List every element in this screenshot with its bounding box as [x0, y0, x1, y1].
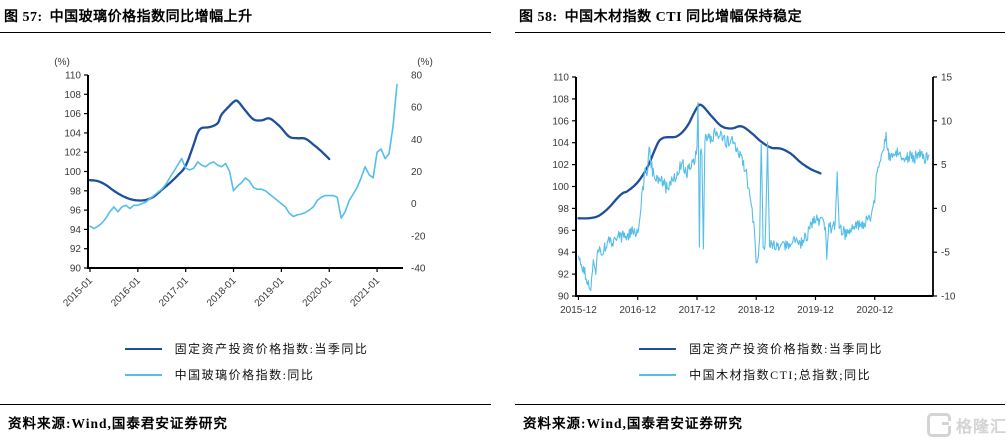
svg-text:100: 100 [552, 182, 569, 193]
divider [0, 32, 491, 34]
svg-text:90: 90 [558, 292, 570, 303]
svg-text:20: 20 [411, 167, 423, 178]
svg-text:108: 108 [552, 94, 569, 105]
svg-text:2018-01: 2018-01 [205, 275, 239, 309]
legend-item: 中国玻璃价格指数:同比 [124, 366, 315, 383]
svg-text:110: 110 [65, 71, 81, 82]
svg-text:98: 98 [558, 204, 570, 215]
legend-item-label: 中国玻璃价格指数:同比 [174, 368, 315, 383]
figure-57-panel: 图 57: 中国玻璃价格指数同比增幅上升 110 108 106 104 102 100 98… [0, 0, 493, 448]
divider [515, 32, 1005, 34]
figure-58-title: 图 58: 中国木材指数 CTI 同比增幅保持稳定 [519, 6, 802, 26]
svg-text:2015-12: 2015-12 [560, 305, 597, 316]
svg-text:(%): (%) [417, 57, 433, 68]
svg-text:60: 60 [411, 103, 423, 114]
svg-text:96: 96 [558, 226, 570, 237]
svg-text:10: 10 [941, 116, 953, 127]
legend-line-swatch [639, 347, 677, 350]
svg-text:15: 15 [941, 73, 953, 84]
legend-line-swatch [124, 347, 162, 350]
svg-text:104: 104 [64, 128, 81, 139]
legend-item: 中国木材指数CTI;总指数;同比 [639, 366, 871, 383]
timber-index-chart-canvas: 110 108 106 104 102 100 98 96 94 92 90 15 10 5 0 -5 -10 2… [552, 73, 956, 317]
legend-item-label: 固定资产投资价格指数:当季同比 [174, 342, 369, 357]
svg-text:-5: -5 [941, 248, 950, 259]
svg-text:2019-12: 2019-12 [797, 305, 834, 316]
svg-text:(%): (%) [54, 57, 70, 68]
svg-text:92: 92 [558, 270, 570, 281]
timber-chart-legend: 固定资产投资价格指数:当季同比 中国木材指数CTI;总指数;同比 [515, 337, 1007, 383]
svg-text:2017-12: 2017-12 [679, 305, 716, 316]
legend-line-swatch [124, 373, 162, 376]
svg-text:80: 80 [411, 71, 423, 82]
svg-text:-10: -10 [941, 292, 956, 303]
figure-58-title-text: 中国木材指数 CTI 同比增幅保持稳定 [564, 10, 803, 25]
svg-text:2020-01: 2020-01 [301, 275, 335, 309]
svg-text:2020-12: 2020-12 [856, 305, 893, 316]
svg-text:106: 106 [552, 116, 569, 127]
legend-line-swatch [639, 373, 677, 376]
figure-57-label: 图 57: [4, 10, 43, 25]
glass-price-chart-canvas: 110 108 106 104 102 100 98 96 94 92 90 80 60 40 20 0 -20… [54, 57, 433, 309]
figure-57-title: 图 57: 中国玻璃价格指数同比增幅上升 [4, 6, 253, 26]
svg-text:106: 106 [64, 109, 81, 120]
gelonghui-watermark: 格隆汇 [926, 413, 1007, 437]
svg-text:94: 94 [558, 248, 570, 259]
svg-text:2021-01: 2021-01 [348, 275, 382, 309]
svg-text:2016-01: 2016-01 [109, 275, 143, 309]
svg-text:5: 5 [941, 160, 947, 171]
glass-chart-legend: 固定资产投资价格指数:当季同比 中国玻璃价格指数:同比 [0, 337, 493, 383]
figure-58-label: 图 58: [519, 10, 558, 25]
divider [0, 404, 491, 406]
figure-58-panel: 图 58: 中国木材指数 CTI 同比增幅保持稳定 110 108 106 104 102… [515, 0, 1007, 448]
figure-57-title-text: 中国玻璃价格指数同比增幅上升 [49, 10, 253, 25]
source-note: 资料来源:Wind,国泰君安证券研究 [523, 416, 743, 431]
svg-text:102: 102 [64, 148, 81, 159]
divider [515, 404, 1005, 406]
source-note: 资料来源:Wind,国泰君安证券研究 [8, 416, 228, 431]
svg-text:104: 104 [552, 138, 569, 149]
svg-text:92: 92 [70, 244, 82, 255]
svg-text:-20: -20 [411, 231, 426, 242]
legend-item: 固定资产投资价格指数:当季同比 [124, 340, 369, 357]
legend-item-label: 固定资产投资价格指数:当季同比 [689, 342, 883, 357]
svg-text:2018-12: 2018-12 [738, 305, 775, 316]
gelonghui-logo-icon [926, 413, 951, 437]
svg-text:110: 110 [553, 73, 569, 84]
svg-text:94: 94 [70, 225, 82, 236]
svg-text:2016-12: 2016-12 [619, 305, 656, 316]
svg-text:2017-01: 2017-01 [157, 275, 191, 309]
svg-text:98: 98 [70, 186, 82, 197]
svg-text:-40: -40 [411, 264, 426, 275]
svg-text:0: 0 [941, 204, 947, 215]
legend-item: 固定资产投资价格指数:当季同比 [639, 340, 883, 357]
svg-text:90: 90 [70, 264, 82, 275]
svg-text:108: 108 [64, 90, 81, 101]
svg-text:102: 102 [552, 160, 569, 171]
gelonghui-logo-text: 格隆汇 [955, 419, 1007, 436]
svg-text:2019-01: 2019-01 [253, 275, 287, 309]
svg-text:96: 96 [70, 206, 82, 217]
svg-text:0: 0 [411, 199, 417, 210]
svg-text:100: 100 [64, 167, 81, 178]
legend-item-label: 中国木材指数CTI;总指数;同比 [689, 368, 872, 383]
svg-text:2015-01: 2015-01 [61, 275, 95, 309]
svg-text:40: 40 [411, 135, 423, 146]
